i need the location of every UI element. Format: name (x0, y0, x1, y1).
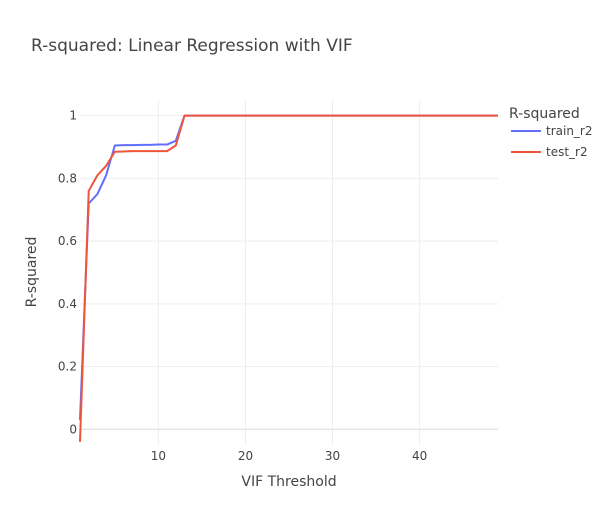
y-tick-label: 0.2 (58, 360, 77, 374)
y-tick-label: 0.8 (58, 171, 77, 185)
y-tick-label: 0.6 (58, 234, 77, 248)
legend[interactable]: R-squared train_r2 test_r2 (509, 106, 593, 159)
tick-layer: 0 0.2 0.4 0.6 0.8 1 10 20 30 40 (58, 109, 427, 463)
legend-items[interactable]: train_r2 test_r2 (511, 124, 593, 159)
series-line-train-r2[interactable] (79, 114, 498, 420)
x-tick-label: 30 (325, 449, 340, 463)
legend-item-train-r2[interactable]: train_r2 (511, 124, 593, 138)
x-tick-label: 10 (151, 449, 166, 463)
chart-title: R-squared: Linear Regression with VIF (31, 36, 353, 56)
series-layer[interactable] (79, 114, 498, 442)
series-line-test-r2[interactable] (79, 114, 498, 442)
x-tick-label: 40 (412, 449, 427, 463)
y-axis-label: R-squared (24, 237, 40, 308)
y-tick-label: 0 (69, 422, 77, 436)
y-tick-label: 1 (69, 109, 77, 123)
x-axis-label: VIF Threshold (241, 474, 336, 490)
legend-label: test_r2 (546, 145, 588, 159)
legend-item-test-r2[interactable]: test_r2 (511, 145, 588, 159)
legend-title: R-squared (509, 106, 580, 122)
x-tick-label: 20 (238, 449, 253, 463)
legend-label: train_r2 (546, 124, 593, 138)
y-tick-label: 0.4 (58, 297, 77, 311)
